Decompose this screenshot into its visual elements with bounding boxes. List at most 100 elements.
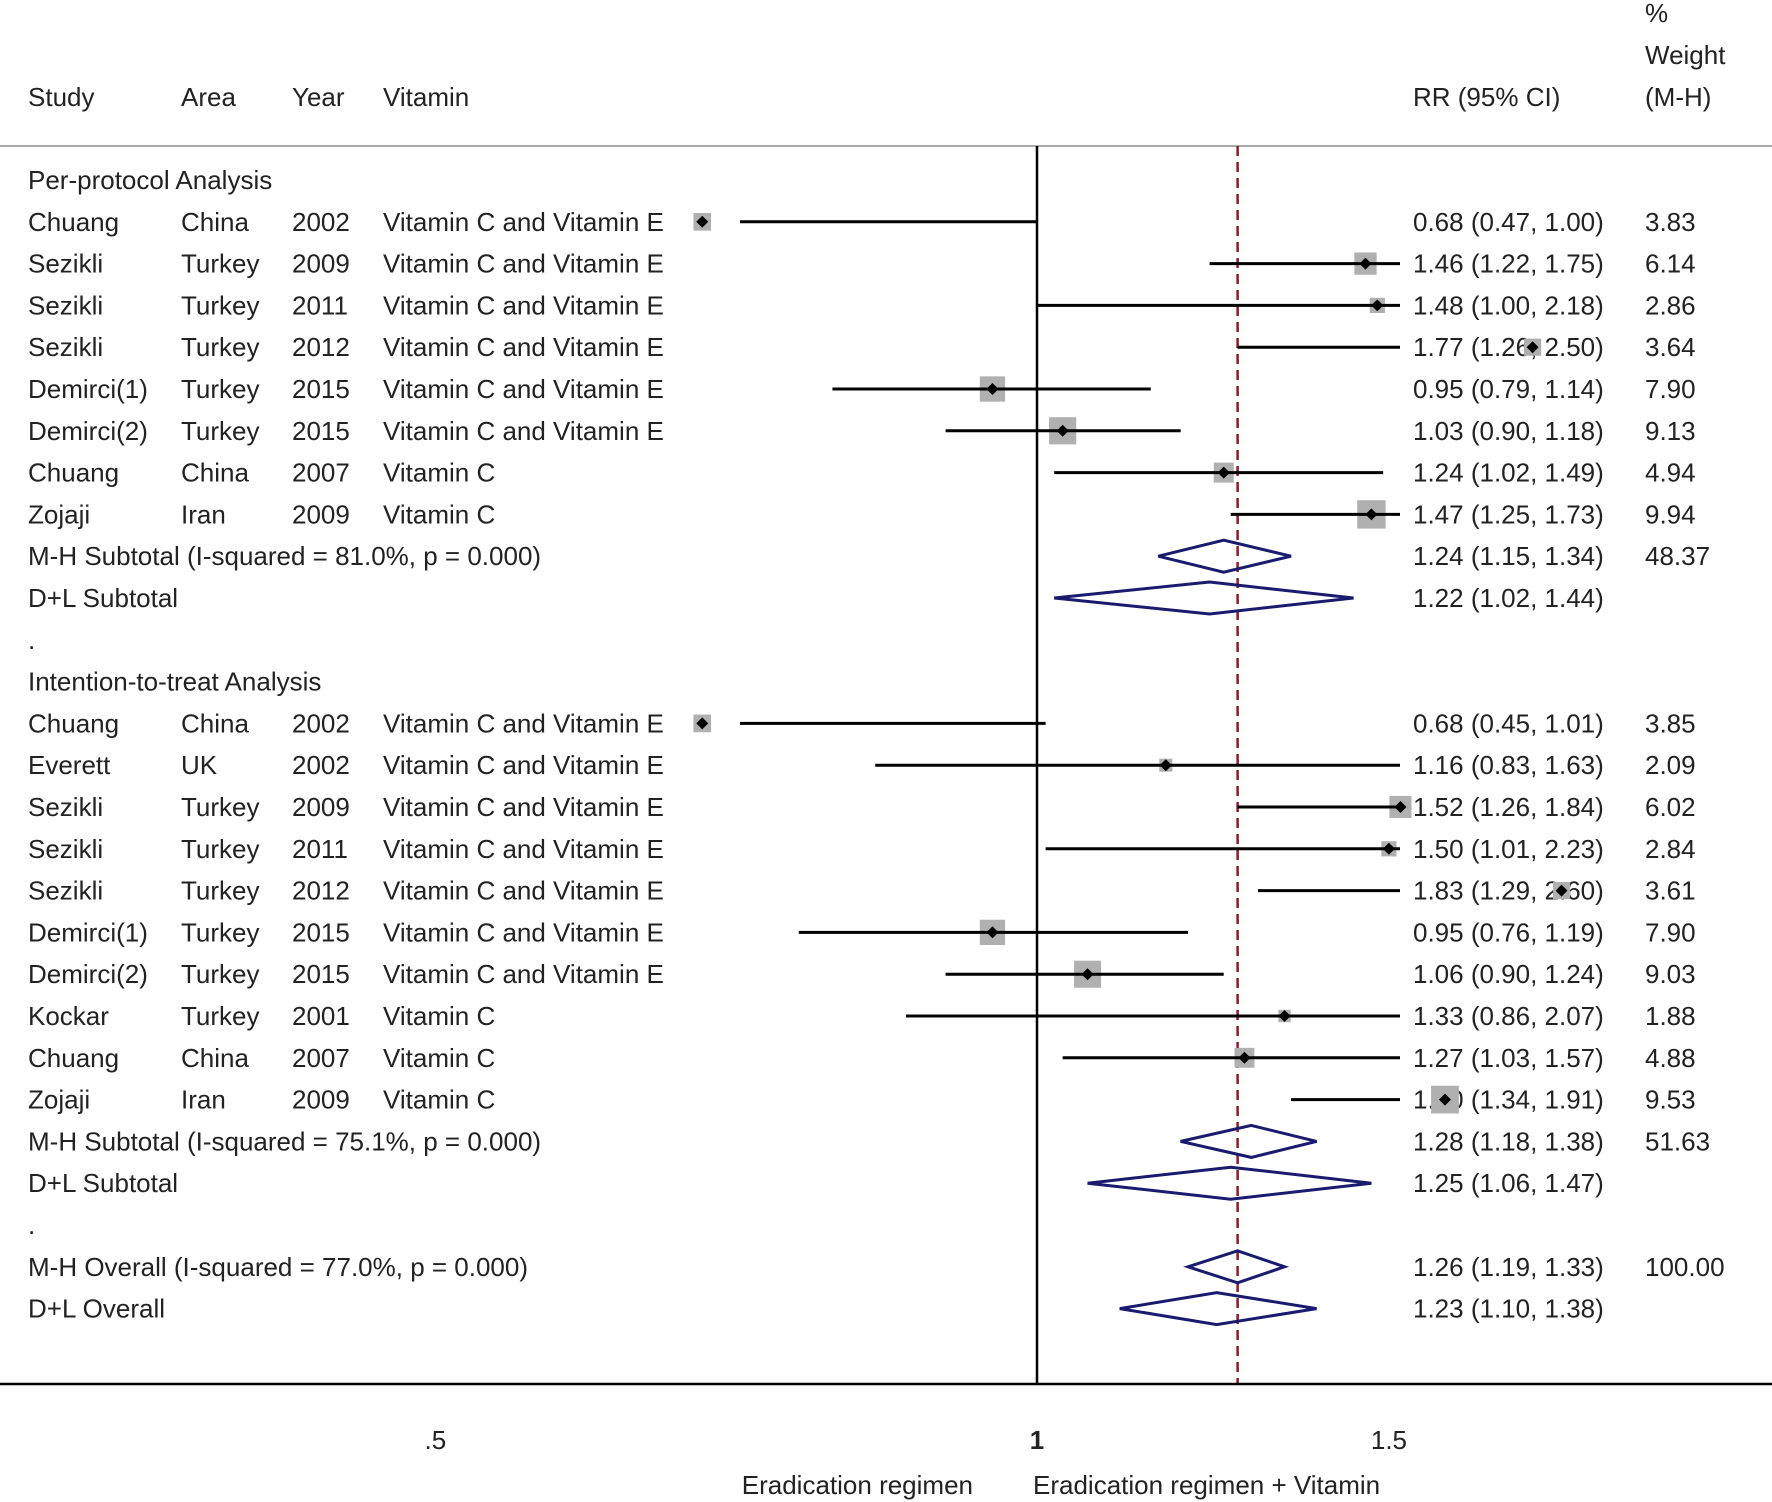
point-estimate [1526, 341, 1539, 354]
subgroup-heading: Per-protocol Analysis [28, 165, 272, 195]
pooled-rr-ci: 1.28 (1.18, 1.38) [1413, 1126, 1604, 1156]
study-year: 2015 [292, 959, 350, 989]
point-estimate [1438, 1093, 1451, 1106]
study-name: Sezikli [28, 332, 103, 362]
axis-label-right: Eradication regimen + Vitamin [1033, 1470, 1380, 1500]
study-rr-ci: 1.33 (0.86, 2.07) [1413, 1001, 1604, 1031]
study-weight: 9.03 [1645, 959, 1696, 989]
spacer-dot: . [28, 625, 35, 655]
study-area: Turkey [181, 959, 260, 989]
study-name: Kockar [28, 1001, 109, 1031]
study-name: Sezikli [28, 834, 103, 864]
x-axis: .5 1 1.5 Eradication regimen Eradication r… [0, 1382, 1772, 1500]
pooled-label: M-H Subtotal (I-squared = 75.1%, p = 0.0… [28, 1126, 541, 1156]
study-area: China [181, 458, 249, 488]
x-tick-label: .5 [425, 1425, 447, 1455]
pooled-label: D+L Overall [28, 1294, 165, 1324]
pooled-weight: 48.37 [1645, 541, 1710, 571]
study-name: Sezikli [28, 876, 103, 906]
study-rr-ci: 1.16 (0.83, 1.63) [1413, 750, 1604, 780]
study-year: 2009 [292, 792, 350, 822]
study-name: Everett [28, 750, 111, 780]
pooled-rr-ci: 1.23 (1.10, 1.38) [1413, 1294, 1604, 1324]
study-year: 2002 [292, 708, 350, 738]
study-year: 2007 [292, 458, 350, 488]
forest-rows: Per-protocol Analysis Chuang China 2002 Vita… [28, 146, 1725, 1384]
x-tick-label: 1 [1030, 1425, 1044, 1455]
study-name: Chuang [28, 1043, 119, 1073]
axis-label-left: Eradication regimen [742, 1470, 973, 1500]
header-rr: RR (95% CI) [1413, 82, 1560, 112]
header-area: Area [181, 82, 236, 112]
study-vitamin: Vitamin C and Vitamin E [383, 249, 664, 279]
pooled-diamond [1157, 538, 1292, 574]
study-area: China [181, 1043, 249, 1073]
study-name: Sezikli [28, 290, 103, 320]
pooled-rr-ci: 1.22 (1.02, 1.44) [1413, 583, 1604, 613]
study-name: Sezikli [28, 249, 103, 279]
pooled-diamond [1119, 1291, 1317, 1327]
point-estimate [1217, 466, 1230, 479]
study-rr-ci: 1.24 (1.02, 1.49) [1413, 458, 1604, 488]
study-name: Demirci(1) [28, 374, 148, 404]
study-name: Zojaji [28, 499, 90, 529]
point-estimate [696, 717, 709, 730]
pooled-rr-ci: 1.25 (1.06, 1.47) [1413, 1168, 1604, 1198]
study-year: 2015 [292, 374, 350, 404]
study-name: Chuang [28, 207, 119, 237]
point-estimate [1159, 759, 1172, 772]
study-year: 2015 [292, 416, 350, 446]
x-axis-ticks: .5 1 1.5 [425, 1425, 1408, 1455]
study-name: Chuang [28, 458, 119, 488]
study-year: 2015 [292, 917, 350, 947]
study-vitamin: Vitamin C and Vitamin E [383, 708, 664, 738]
study-rr-ci: 1.50 (1.01, 2.23) [1413, 834, 1604, 864]
study-name: Sezikli [28, 792, 103, 822]
study-weight: 4.88 [1645, 1043, 1696, 1073]
pooled-label: M-H Subtotal (I-squared = 81.0%, p = 0.0… [28, 541, 541, 571]
study-name: Demirci(2) [28, 416, 148, 446]
study-area: UK [181, 750, 218, 780]
study-vitamin: Vitamin C [383, 458, 495, 488]
study-rr-ci: 0.68 (0.47, 1.00) [1413, 207, 1604, 237]
study-area: Iran [181, 1085, 226, 1115]
study-year: 2009 [292, 249, 350, 279]
study-weight: 9.13 [1645, 416, 1696, 446]
study-vitamin: Vitamin C [383, 499, 495, 529]
study-year: 2002 [292, 207, 350, 237]
study-weight: 7.90 [1645, 917, 1696, 947]
study-rr-ci: 1.27 (1.03, 1.57) [1413, 1043, 1604, 1073]
header-study: Study [28, 82, 95, 112]
pooled-weight: 100.00 [1645, 1252, 1725, 1282]
study-year: 2001 [292, 1001, 350, 1031]
study-vitamin: Vitamin C and Vitamin E [383, 876, 664, 906]
study-vitamin: Vitamin C [383, 1043, 495, 1073]
study-name: Demirci(2) [28, 959, 148, 989]
pooled-rr-ci: 1.24 (1.15, 1.34) [1413, 541, 1604, 571]
point-estimate [1371, 299, 1384, 312]
study-vitamin: Vitamin C and Vitamin E [383, 290, 664, 320]
study-area: Turkey [181, 876, 260, 906]
study-area: Turkey [181, 917, 260, 947]
study-weight: 9.53 [1645, 1085, 1696, 1115]
point-estimate [1365, 508, 1378, 521]
study-year: 2007 [292, 1043, 350, 1073]
study-vitamin: Vitamin C and Vitamin E [383, 207, 664, 237]
study-weight: 2.09 [1645, 750, 1696, 780]
study-area: Turkey [181, 416, 260, 446]
study-vitamin: Vitamin C and Vitamin E [383, 792, 664, 822]
study-year: 2009 [292, 499, 350, 529]
study-rr-ci: 0.95 (0.76, 1.19) [1413, 917, 1604, 947]
study-area: Turkey [181, 1001, 260, 1031]
pooled-diamond [1183, 1249, 1290, 1285]
study-weight: 3.61 [1645, 876, 1696, 906]
study-weight: 3.83 [1645, 207, 1696, 237]
study-year: 2002 [292, 750, 350, 780]
study-vitamin: Vitamin C and Vitamin E [383, 374, 664, 404]
study-vitamin: Vitamin C and Vitamin E [383, 750, 664, 780]
study-vitamin: Vitamin C [383, 1085, 495, 1115]
study-area: Turkey [181, 374, 260, 404]
study-rr-ci: 0.68 (0.45, 1.01) [1413, 708, 1604, 738]
study-name: Chuang [28, 708, 119, 738]
